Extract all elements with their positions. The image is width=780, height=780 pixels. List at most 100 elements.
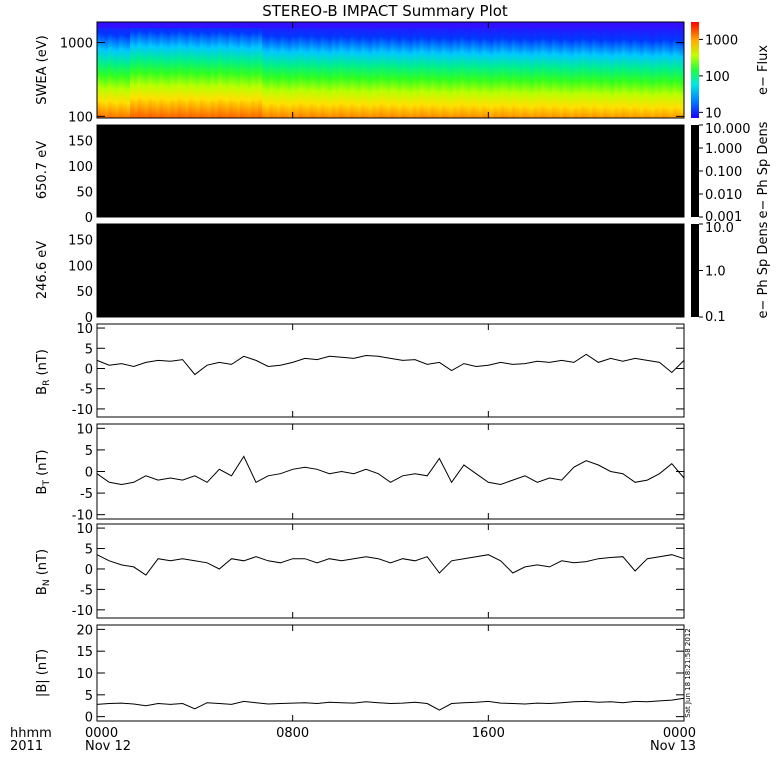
swea-column xyxy=(350,22,355,118)
swea-colorbar-label: e− Flux xyxy=(756,45,771,95)
pad246-plot-area xyxy=(97,224,684,317)
swea-column xyxy=(306,22,311,118)
swea-column xyxy=(460,22,465,118)
swea-column xyxy=(203,22,208,118)
swea-column xyxy=(548,25,553,118)
swea-column xyxy=(636,25,641,118)
pad650-plot-area xyxy=(97,125,684,217)
swea-column xyxy=(621,23,626,118)
bn-panel: -10 -5 0 5 10 BN (nT) xyxy=(35,522,685,619)
bn-series-line xyxy=(96,554,685,576)
pad650-y-tick-label: 100 xyxy=(68,160,93,175)
bmag-y-tick-label: 5 xyxy=(85,689,93,704)
pad246-colorbar-ticks: 10.0 1.0 0.1 xyxy=(699,221,734,325)
swea-column xyxy=(177,22,182,118)
swea-column xyxy=(669,26,674,118)
swea-column xyxy=(456,23,461,118)
swea-column xyxy=(122,22,127,118)
swea-column xyxy=(144,22,149,118)
swea-column xyxy=(427,23,432,118)
swea-column xyxy=(672,24,678,118)
swea-column xyxy=(302,22,307,118)
swea-colorbar xyxy=(691,22,699,118)
swea-column xyxy=(438,24,443,118)
bt-y-tick-label: 0 xyxy=(85,466,93,481)
pad246-y-tick-label: 0 xyxy=(85,311,93,326)
year-label: 2011 xyxy=(10,739,43,754)
swea-column xyxy=(335,22,340,118)
swea-column xyxy=(434,23,439,118)
swea-column xyxy=(236,22,241,118)
swea-column xyxy=(614,24,619,118)
swea-column xyxy=(573,23,579,118)
bn-y-tick-label: 10 xyxy=(76,522,93,537)
swea-y-tick-label: 1000 xyxy=(60,37,93,52)
swea-column xyxy=(126,22,131,118)
br-y-label: BR (nT) xyxy=(35,349,52,395)
swea-column xyxy=(100,22,105,118)
br-y-tick-label: 0 xyxy=(85,362,93,377)
swea-column xyxy=(518,25,524,118)
swea-column xyxy=(295,22,300,118)
bt-panel: -10 -5 0 5 10 BT (nT) xyxy=(35,422,685,524)
pad246-y-tick-label: 150 xyxy=(68,234,93,249)
br-frame xyxy=(96,323,685,418)
br-y-tick-label: 10 xyxy=(76,322,93,337)
swea-column xyxy=(628,25,634,118)
swea-column xyxy=(441,22,447,118)
pad246-y-ticks: 0 50 100 150 xyxy=(68,224,685,326)
br-panel: -10 -5 0 5 10 BR (nT) xyxy=(35,322,685,418)
swea-column xyxy=(240,22,245,118)
swea-spectrogram xyxy=(97,22,684,118)
swea-column xyxy=(346,23,351,118)
pad246-colorbar xyxy=(691,224,699,317)
swea-column xyxy=(372,22,377,118)
swea-column xyxy=(137,22,142,118)
swea-column xyxy=(423,22,428,118)
swea-column xyxy=(141,22,146,118)
swea-column xyxy=(416,23,421,118)
swea-column xyxy=(449,24,454,118)
swea-column xyxy=(595,24,601,118)
swea-column xyxy=(401,22,406,118)
swea-column xyxy=(496,24,502,118)
swea-column xyxy=(170,22,175,118)
br-series-line xyxy=(96,353,685,376)
br-y-tick-label: 5 xyxy=(85,342,93,357)
pad650-y-tick-label: 50 xyxy=(76,185,93,200)
bt-y-ticks: -10 -5 0 5 10 xyxy=(72,422,685,524)
swea-column xyxy=(163,22,168,118)
bn-y-ticks: -10 -5 0 5 10 xyxy=(72,522,685,619)
swea-column xyxy=(504,23,509,118)
pad650-panel: 0 50 100 150 650.7 eV 10.000 1.000 0.100 0.010… xyxy=(35,121,771,226)
swea-column xyxy=(361,22,366,118)
swea-column xyxy=(676,25,681,118)
time-tick-label: 0000 xyxy=(85,726,118,741)
swea-column xyxy=(562,23,568,118)
swea-column xyxy=(647,25,652,118)
swea-column xyxy=(258,22,263,118)
time-tick-label: 1600 xyxy=(472,726,505,741)
bt-y-label: BT (nT) xyxy=(35,450,52,495)
swea-column xyxy=(650,26,656,118)
swea-column xyxy=(559,25,564,118)
swea-column xyxy=(342,22,348,118)
swea-column xyxy=(276,22,282,118)
swea-column xyxy=(188,22,193,118)
pad246-frame xyxy=(96,223,685,318)
pad650-y-tick-label: 150 xyxy=(68,134,93,149)
bmag-frame xyxy=(96,624,685,722)
pad246-colorbar-tick-label: 1.0 xyxy=(705,265,726,280)
bmag-y-ticks: 0 5 10 15 20 xyxy=(76,623,685,726)
bmag-y-tick-label: 10 xyxy=(76,667,93,682)
swea-column xyxy=(529,25,535,118)
swea-y-label: SWEA (eV) xyxy=(35,35,50,104)
swea-column xyxy=(533,23,538,118)
swea-column xyxy=(133,22,138,118)
swea-column xyxy=(482,22,487,118)
swea-column xyxy=(390,22,395,118)
swea-column xyxy=(287,23,293,118)
swea-column xyxy=(632,23,637,118)
swea-column xyxy=(368,23,373,118)
swea-column xyxy=(159,22,164,118)
